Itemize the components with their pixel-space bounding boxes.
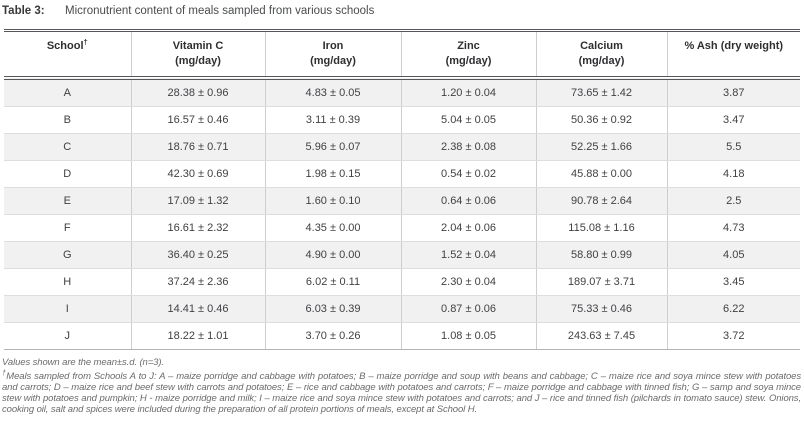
col-header-calcium-unit: (mg/day) xyxy=(578,55,625,67)
cell-iron: 1.60 ± 0.10 xyxy=(264,187,401,215)
col-header-school-name: School xyxy=(46,40,84,52)
table-row: I 14.41 ± 0.46 6.03 ± 0.39 0.87 ± 0.06 7… xyxy=(4,295,800,323)
footnote-dagger-sup: † xyxy=(2,369,7,377)
cell-vitamin-c: 28.38 ± 0.96 xyxy=(130,78,265,107)
cell-iron: 4.35 ± 0.00 xyxy=(264,214,401,242)
cell-iron: 3.70 ± 0.26 xyxy=(264,322,401,350)
cell-school: F xyxy=(4,214,131,242)
cell-school: E xyxy=(4,187,131,215)
table-row: H 37.24 ± 2.36 6.02 ± 0.11 2.30 ± 0.04 1… xyxy=(4,268,800,296)
table-row: C 18.76 ± 0.71 5.96 ± 0.07 2.38 ± 0.08 5… xyxy=(4,133,800,161)
col-header-iron-unit: (mg/day) xyxy=(310,55,356,67)
cell-zinc: 0.64 ± 0.06 xyxy=(400,187,536,215)
table-caption: Table 3: Micronutrient content of meals … xyxy=(0,0,804,18)
cell-zinc: 1.20 ± 0.04 xyxy=(400,78,536,107)
table-row: J 18.22 ± 1.01 3.70 ± 0.26 1.08 ± 0.05 2… xyxy=(4,322,800,350)
cell-school: A xyxy=(4,78,131,107)
table-footnotes: Values shown are the mean±s.d. (n=3). †M… xyxy=(2,357,801,415)
table-row: F 16.61 ± 2.32 4.35 ± 0.00 2.04 ± 0.06 1… xyxy=(4,214,800,242)
table-title-text: Micronutrient content of meals sampled f… xyxy=(65,5,375,17)
cell-calcium: 90.78 ± 2.64 xyxy=(535,187,667,215)
cell-vitamin-c: 16.57 ± 0.46 xyxy=(130,106,265,134)
cell-zinc: 0.87 ± 0.06 xyxy=(400,295,536,323)
cell-iron: 4.83 ± 0.05 xyxy=(264,78,401,107)
table-row: A 28.38 ± 0.96 4.83 ± 0.05 1.20 ± 0.04 7… xyxy=(4,78,800,107)
cell-school: H xyxy=(4,268,131,296)
col-header-vitamin-c: Vitamin C (mg/day) xyxy=(130,29,265,80)
col-header-vitamin-c-unit: (mg/day) xyxy=(175,55,221,67)
cell-ash: 2.5 xyxy=(666,187,800,215)
table-row: E 17.09 ± 1.32 1.60 ± 0.10 0.64 ± 0.06 9… xyxy=(4,187,800,215)
cell-ash: 4.18 xyxy=(666,160,800,188)
cell-vitamin-c: 18.76 ± 0.71 xyxy=(130,133,265,161)
cell-school: D xyxy=(4,160,131,188)
col-header-zinc-unit: (mg/day) xyxy=(445,55,492,67)
cell-school: I xyxy=(4,295,131,323)
cell-iron: 6.02 ± 0.11 xyxy=(264,268,401,296)
cell-vitamin-c: 17.09 ± 1.32 xyxy=(130,187,265,215)
cell-iron: 5.96 ± 0.07 xyxy=(264,133,401,161)
cell-school: C xyxy=(4,133,131,161)
cell-zinc: 1.52 ± 0.04 xyxy=(400,241,536,269)
table-number-label: Table 3: xyxy=(2,5,45,17)
cell-iron: 4.90 ± 0.00 xyxy=(264,241,401,269)
col-header-school: School† xyxy=(4,29,131,80)
cell-calcium: 75.33 ± 0.46 xyxy=(535,295,667,323)
cell-school: G xyxy=(4,241,131,269)
cell-vitamin-c: 18.22 ± 1.01 xyxy=(130,322,265,350)
cell-zinc: 2.30 ± 0.04 xyxy=(400,268,536,296)
cell-ash: 4.05 xyxy=(666,241,800,269)
col-header-calcium: Calcium (mg/day) xyxy=(535,29,667,80)
micronutrient-table: School† Vitamin C (mg/day) Iron (mg/day) Z… xyxy=(4,29,800,350)
cell-iron: 3.11 ± 0.39 xyxy=(264,106,401,134)
footnote-mean-sd: Values shown are the mean±s.d. (n=3). xyxy=(2,357,164,368)
cell-calcium: 115.08 ± 1.16 xyxy=(535,214,667,242)
cell-calcium: 52.25 ± 1.66 xyxy=(535,133,667,161)
cell-calcium: 73.65 ± 1.42 xyxy=(535,78,667,107)
cell-iron: 1.98 ± 0.15 xyxy=(264,160,401,188)
table-body: A 28.38 ± 0.96 4.83 ± 0.05 1.20 ± 0.04 7… xyxy=(4,78,800,350)
school-dagger-sup: † xyxy=(83,37,88,47)
footnote-meal-descriptions-text: Meals sampled from Schools A to J: A – m… xyxy=(2,371,801,415)
cell-zinc: 1.08 ± 0.05 xyxy=(400,322,536,350)
cell-iron: 6.03 ± 0.39 xyxy=(264,295,401,323)
footnote-meal-descriptions: †Meals sampled from Schools A to J: A – … xyxy=(2,369,801,415)
table-header-row: School† Vitamin C (mg/day) Iron (mg/day) Z… xyxy=(4,29,800,80)
cell-school: B xyxy=(4,106,131,134)
cell-vitamin-c: 14.41 ± 0.46 xyxy=(130,295,265,323)
col-header-ash-name: % Ash (dry weight) xyxy=(684,40,784,52)
cell-zinc: 2.04 ± 0.06 xyxy=(400,214,536,242)
cell-ash: 3.47 xyxy=(666,106,800,134)
cell-vitamin-c: 16.61 ± 2.32 xyxy=(130,214,265,242)
col-header-zinc-name: Zinc xyxy=(457,40,480,52)
cell-ash: 6.22 xyxy=(666,295,800,323)
table-row: G 36.40 ± 0.25 4.90 ± 0.00 1.52 ± 0.04 5… xyxy=(4,241,800,269)
table-row: D 42.30 ± 0.69 1.98 ± 0.15 0.54 ± 0.02 4… xyxy=(4,160,800,188)
cell-zinc: 2.38 ± 0.08 xyxy=(400,133,536,161)
col-header-calcium-name: Calcium xyxy=(580,40,623,52)
cell-vitamin-c: 36.40 ± 0.25 xyxy=(130,241,265,269)
col-header-iron: Iron (mg/day) xyxy=(264,29,401,80)
cell-vitamin-c: 37.24 ± 2.36 xyxy=(130,268,265,296)
col-header-vitamin-c-name: Vitamin C xyxy=(172,40,224,52)
cell-school: J xyxy=(4,322,131,350)
col-header-zinc: Zinc (mg/day) xyxy=(400,29,536,80)
cell-ash: 3.87 xyxy=(666,78,800,107)
table-row: B 16.57 ± 0.46 3.11 ± 0.39 5.04 ± 0.05 5… xyxy=(4,106,800,134)
cell-calcium: 45.88 ± 0.00 xyxy=(535,160,667,188)
cell-ash: 5.5 xyxy=(666,133,800,161)
cell-calcium: 189.07 ± 3.71 xyxy=(535,268,667,296)
cell-calcium: 243.63 ± 7.45 xyxy=(535,322,667,350)
col-header-ash: % Ash (dry weight) xyxy=(666,29,800,80)
cell-ash: 3.72 xyxy=(666,322,800,350)
cell-vitamin-c: 42.30 ± 0.69 xyxy=(130,160,265,188)
cell-ash: 3.45 xyxy=(666,268,800,296)
cell-calcium: 58.80 ± 0.99 xyxy=(535,241,667,269)
cell-zinc: 5.04 ± 0.05 xyxy=(400,106,536,134)
cell-calcium: 50.36 ± 0.92 xyxy=(535,106,667,134)
cell-zinc: 0.54 ± 0.02 xyxy=(400,160,536,188)
cell-ash: 4.73 xyxy=(666,214,800,242)
col-header-iron-name: Iron xyxy=(322,40,344,52)
